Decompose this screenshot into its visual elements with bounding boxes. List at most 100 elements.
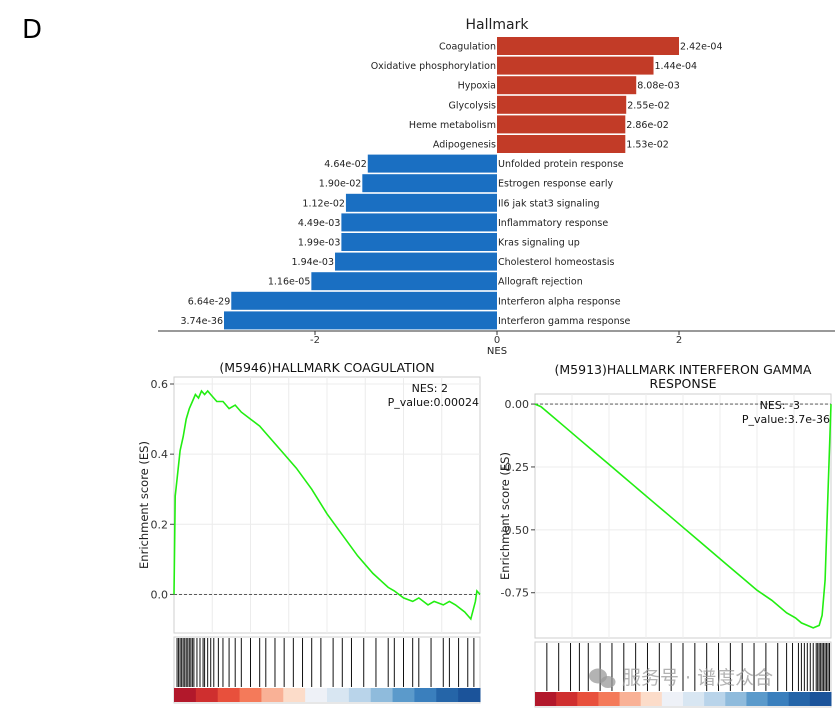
es-heat-cell	[348, 688, 372, 702]
bar-13	[231, 291, 497, 310]
es-nes-label: NES: 2	[412, 382, 448, 395]
es-y-tick-label: -0.50	[501, 524, 529, 537]
bar-term-label: Unfolded protein response	[498, 159, 624, 170]
coagulation-es-plot: (M5946)HALLMARK COAGULATION 0.0 0.2 0.4 0.6 E…	[137, 360, 481, 704]
bar-6	[367, 154, 497, 173]
bar-term-label: Interferon gamma response	[498, 316, 631, 327]
es-pvalue-label: P_value:0.00024	[388, 396, 479, 409]
bar-term-label: Inflammatory response	[498, 218, 608, 229]
bar-8	[345, 193, 497, 212]
es-heat-cell	[788, 692, 811, 706]
bar-x-tick-label: 0	[494, 335, 500, 346]
bar-term-label: Cholesterol homeostasis	[498, 257, 614, 268]
es-heat-cell	[458, 688, 481, 702]
es-nes-label: NES: -3	[760, 399, 800, 412]
es-heat-cell	[217, 688, 241, 702]
bar-pvalue-label: 1.12e-02	[302, 198, 345, 209]
es-heat-cell	[392, 688, 415, 702]
bar-term-label: Hypoxia	[458, 81, 496, 92]
bar-pvalue-label: 1.16e-05	[268, 277, 311, 288]
es-heat-cell	[261, 688, 284, 702]
bar-pvalue-label: 1.53e-02	[626, 140, 669, 151]
bar-chart-title: Hallmark	[466, 17, 530, 33]
es-heat-cell	[704, 692, 726, 706]
es-heat-cell	[598, 692, 621, 706]
es-heat-cell	[436, 688, 459, 702]
es-y-tick-label: 0.6	[151, 378, 169, 391]
bar-pvalue-label: 1.94e-03	[292, 257, 335, 268]
bar-pvalue-label: 4.49e-03	[298, 218, 341, 229]
bar-12	[311, 272, 497, 291]
bar-term-label: Adipogenesis	[433, 140, 496, 151]
bar-term-label: Coagulation	[439, 42, 496, 53]
es-heat-cell	[174, 688, 197, 702]
es-heat-cell	[305, 688, 328, 702]
bar-x-tick-label: 2	[676, 335, 682, 346]
es-y-axis-label: Enrichment score (ES)	[498, 452, 512, 580]
es-heat-cell	[327, 688, 350, 702]
bar-term-label: Kras signaling up	[498, 238, 580, 249]
es-heat-cell	[683, 692, 705, 706]
bar-11	[335, 252, 497, 271]
es-y-tick-label: 0.2	[151, 518, 169, 531]
bar-3	[497, 95, 627, 114]
es-heat-cell	[661, 692, 684, 706]
wechat-icon	[589, 668, 616, 688]
bar-10	[341, 233, 497, 251]
es-pvalue-label: P_value:3.7e-36	[742, 413, 830, 426]
bar-term-label: Heme metabolism	[409, 120, 496, 131]
bar-1	[497, 56, 654, 75]
es-curve	[173, 389, 481, 621]
bar-term-label: Estrogen response early	[498, 179, 613, 190]
bar-2	[497, 76, 637, 95]
bar-x-axis-label: NES	[487, 346, 507, 357]
bar-pvalue-label: 1.44e-04	[655, 61, 698, 72]
es-heat-cell	[535, 692, 557, 706]
es-heat-cell	[195, 688, 219, 702]
bar-pvalue-label: 2.55e-02	[627, 100, 670, 111]
es-y-tick-label: -0.75	[501, 587, 529, 600]
panel-label: D	[22, 15, 42, 45]
bar-pvalue-label: 1.99e-03	[298, 238, 341, 249]
bar-pvalue-label: 4.64e-02	[324, 159, 367, 170]
bar-14	[224, 311, 497, 330]
bar-x-tick-label: -2	[310, 335, 320, 346]
bar-4	[497, 115, 626, 134]
hallmark-bar-chart: Hallmark Coagulation 2.42e-04 Oxidative pho…	[158, 17, 835, 357]
es-y-tick-label: 0.4	[151, 448, 169, 461]
es-heat-cell	[746, 692, 769, 706]
bar-term-label: Il6 jak stat3 signaling	[498, 198, 600, 209]
bar-pvalue-label: 3.74e-36	[180, 316, 223, 327]
es-curve	[534, 403, 832, 629]
es-heat-cell	[767, 692, 790, 706]
es-heat-cell	[283, 688, 306, 702]
es-heat-cell	[414, 688, 437, 702]
es-heat-cell	[640, 692, 663, 706]
watermark-text: 服务号 · 谱度众合	[622, 667, 773, 689]
bar-7	[362, 174, 497, 193]
bar-term-label: Allograft rejection	[498, 277, 583, 288]
bar-9	[341, 213, 497, 232]
es-heat-cell	[556, 692, 578, 706]
interferon-gamma-es-plot: (M5913)HALLMARK INTERFERON GAMMARESPONSE…	[498, 362, 832, 708]
bar-5	[497, 135, 626, 153]
bar-pvalue-label: 2.86e-02	[626, 120, 669, 131]
es-title: (M5946)HALLMARK COAGULATION	[219, 360, 434, 375]
es-heat-cell	[725, 692, 747, 706]
bar-pvalue-label: 2.42e-04	[680, 42, 723, 53]
es-heat-cell	[577, 692, 599, 706]
bar-pvalue-label: 6.64e-29	[188, 296, 231, 307]
bar-term-label: Interferon alpha response	[498, 296, 621, 307]
bar-term-label: Glycolysis	[449, 100, 497, 111]
es-heat-cell	[809, 692, 832, 706]
es-y-axis-label: Enrichment score (ES)	[137, 441, 151, 569]
es-heat-cell	[619, 692, 642, 706]
es-y-tick-label: 0.0	[151, 588, 169, 601]
es-heat-cell	[370, 688, 394, 702]
bar-pvalue-label: 1.90e-02	[319, 179, 362, 190]
bar-pvalue-label: 8.08e-03	[637, 81, 680, 92]
bar-term-label: Oxidative phosphorylation	[371, 61, 496, 72]
es-title-line: RESPONSE	[649, 376, 716, 391]
